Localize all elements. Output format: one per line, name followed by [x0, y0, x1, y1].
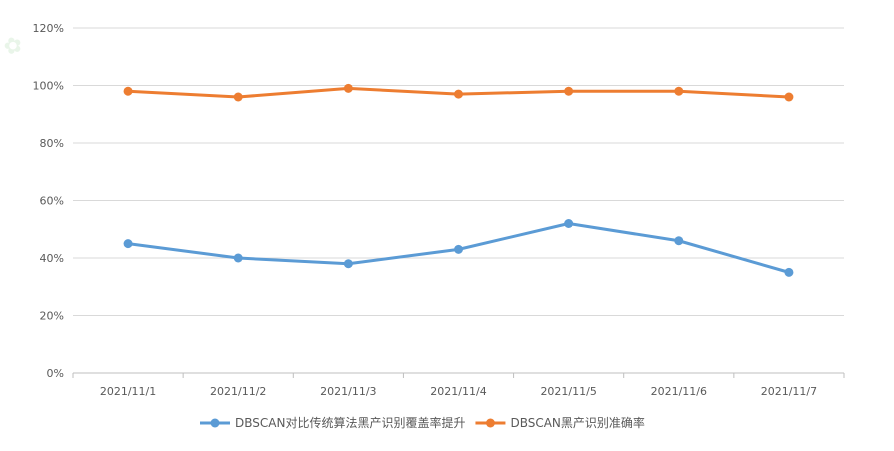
data-point [564, 219, 574, 228]
data-point [454, 89, 463, 99]
series-0 [123, 219, 794, 277]
y-tick-label: 20% [40, 310, 64, 323]
x-tick-label: 2021/11/7 [761, 385, 817, 398]
data-point [564, 86, 574, 96]
gridlines [73, 27, 844, 316]
legend-item-0: DBSCAN对比传统算法黑产识别覆盖率提升 [200, 415, 465, 430]
series-1 [123, 83, 794, 102]
data-point [674, 236, 684, 246]
data-point [123, 86, 133, 96]
legend-label: DBSCAN对比传统算法黑产识别覆盖率提升 [235, 415, 465, 430]
series-layer [123, 83, 794, 277]
data-point [784, 92, 794, 102]
data-point [674, 86, 684, 96]
data-point [123, 239, 133, 249]
data-point [454, 244, 463, 254]
legend-item-1: DBSCAN黑产识别准确率 [475, 415, 645, 430]
x-tick-label: 2021/11/6 [651, 385, 707, 398]
data-point [233, 92, 243, 102]
x-tick-label: 2021/11/5 [540, 385, 596, 398]
y-tick-label: 0% [47, 367, 64, 380]
x-tick-label: 2021/11/2 [210, 385, 266, 398]
x-tick-label: 2021/11/4 [430, 385, 486, 398]
axes: 0% 20% 40% 60% 80% 100% 120% 2021/11/1 2021/11/2… [33, 22, 845, 398]
y-tick-label: 80% [40, 137, 64, 150]
legend-marker [485, 418, 495, 428]
data-point [343, 83, 353, 93]
legend-marker [210, 418, 220, 428]
x-tick-label: 2021/11/1 [100, 385, 156, 398]
x-tick-label: 2021/11/3 [320, 385, 376, 398]
data-point [233, 253, 243, 263]
legend-label: DBSCAN黑产识别准确率 [510, 415, 644, 430]
y-tick-label: 120% [33, 22, 64, 35]
y-tick-label: 100% [33, 80, 64, 93]
legend: DBSCAN对比传统算法黑产识别覆盖率提升 DBSCAN黑产识别准确率 [200, 415, 645, 430]
data-point [784, 267, 794, 277]
y-tick-label: 40% [40, 252, 64, 265]
data-point [343, 259, 353, 269]
y-tick-label: 60% [40, 195, 64, 208]
